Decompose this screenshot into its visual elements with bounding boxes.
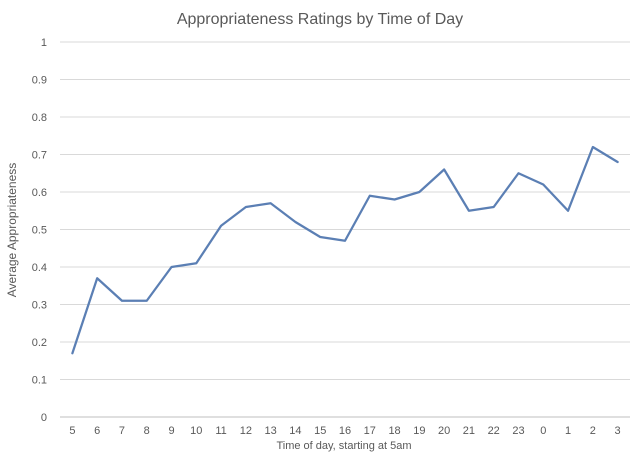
- y-tick-label: 0.7: [32, 150, 47, 162]
- x-tick-label: 6: [94, 425, 100, 437]
- y-axis-label: Average Appropriateness: [5, 163, 19, 298]
- x-tick-label: 0: [540, 425, 546, 437]
- y-tick-label: 0.2: [32, 337, 47, 349]
- x-tick-label: 5: [69, 425, 75, 437]
- x-tick-label: 2: [590, 425, 596, 437]
- y-tick-label: 0.9: [32, 75, 47, 87]
- x-tick-label: 13: [265, 425, 277, 437]
- y-tick-label: 0: [41, 412, 47, 424]
- x-tick-label: 9: [168, 425, 174, 437]
- chart-title: Appropriateness Ratings by Time of Day: [177, 11, 463, 28]
- x-tick-labels: 5 6 7 8 9 10 11 12 13 14 15 16 17 18 19 20 21 22 23 0 1 2 3: [69, 425, 620, 437]
- x-tick-label: 14: [289, 425, 301, 437]
- x-tick-label: 1: [565, 425, 571, 437]
- x-tick-label: 11: [215, 425, 226, 437]
- x-tick-label: 21: [463, 425, 475, 437]
- x-tick-label: 15: [314, 425, 326, 437]
- x-tick-label: 17: [364, 425, 376, 437]
- x-tick-label: 20: [438, 425, 450, 437]
- x-tick-label: 8: [144, 425, 150, 437]
- y-tick-labels: 0 0.1 0.2 0.3 0.4 0.5 0.6 0.7 0.8 0.9 1: [32, 37, 47, 424]
- x-tick-label: 3: [615, 425, 621, 437]
- x-tick-label: 7: [119, 425, 125, 437]
- x-tick-label: 12: [240, 425, 252, 437]
- series-layer: [71, 145, 619, 355]
- x-tick-label: 22: [488, 425, 500, 437]
- x-tick-label: 10: [190, 425, 202, 437]
- x-axis-label: Time of day, starting at 5am: [276, 440, 411, 452]
- x-tick-label: 19: [413, 425, 425, 437]
- x-tick-label: 16: [339, 425, 351, 437]
- y-tick-label: 0.4: [32, 262, 47, 274]
- x-tick-label: 18: [388, 425, 400, 437]
- y-tick-label: 0.5: [32, 225, 47, 237]
- x-tick-label: 23: [512, 425, 524, 437]
- y-tick-label: 0.6: [32, 187, 47, 199]
- y-tick-label: 1: [41, 37, 47, 49]
- gridlines: [60, 41, 630, 418]
- y-tick-label: 0.3: [32, 300, 47, 312]
- series-line: [71, 145, 619, 355]
- y-tick-label: 0.1: [32, 375, 47, 387]
- y-tick-label: 0.8: [32, 112, 47, 124]
